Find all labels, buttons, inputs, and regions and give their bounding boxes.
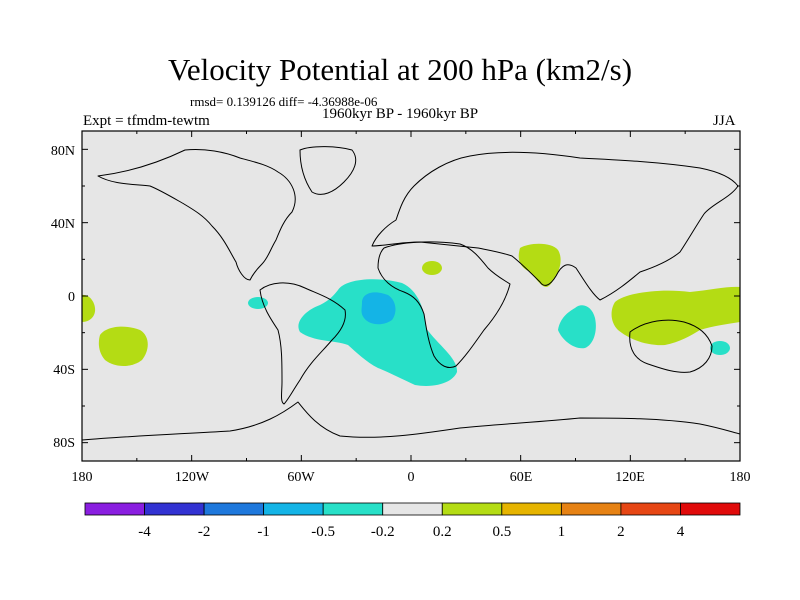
colorbar-swatch xyxy=(560,502,622,516)
anomaly-west-africa xyxy=(422,261,442,275)
anomaly-southwest-pacific xyxy=(710,341,730,355)
coastline-australia xyxy=(629,319,713,373)
colorbar-swatch xyxy=(382,502,443,516)
colorbar-label: -0.5 xyxy=(311,524,335,540)
lon-label-60w: 60W xyxy=(287,470,315,485)
anomaly-arabia-india xyxy=(518,243,561,287)
lat-label-40n: 40N xyxy=(51,217,75,232)
lon-label-120w: 120W xyxy=(175,470,210,485)
anomaly-fields xyxy=(82,243,740,386)
experiment-label: Expt = tfmdm-tewtm xyxy=(83,113,210,129)
colorbar-label: 0.5 xyxy=(492,524,511,540)
lat-label-80n: 80N xyxy=(51,144,75,159)
anomaly-east-pacific xyxy=(248,297,268,309)
anomaly-central-south-pacific xyxy=(98,326,148,366)
colorbar-swatch xyxy=(501,502,562,516)
anomaly-south-atlantic-core xyxy=(361,292,396,325)
anomaly-dateline-pacific xyxy=(82,294,96,322)
lat-label-40s: 40S xyxy=(53,363,75,378)
colorbar-label: -4 xyxy=(138,524,151,540)
lon-label-120e: 120E xyxy=(615,470,645,485)
colorbar-label: 4 xyxy=(677,524,685,540)
page-title: Velocity Potential at 200 hPa (km2/s) xyxy=(167,52,633,87)
colorbar-label: -0.2 xyxy=(371,524,395,540)
coastline-north-america xyxy=(97,149,296,281)
coastline-europe-asia xyxy=(371,151,739,301)
axis-ticks xyxy=(81,131,741,461)
anomaly-south-atlantic xyxy=(298,279,458,386)
lon-label-0: 0 xyxy=(408,470,415,485)
colorbar-label: 0.2 xyxy=(433,524,452,540)
lon-label-60e: 60E xyxy=(510,470,533,485)
colorbar-swatch xyxy=(144,502,205,516)
coastline-antarctica xyxy=(82,401,740,441)
coastline-south-america xyxy=(259,282,346,405)
colorbar-swatch xyxy=(84,502,145,516)
lon-label-180w: 180 xyxy=(72,470,93,485)
colorbar-swatch xyxy=(203,502,265,516)
colorbar-label: -1 xyxy=(257,524,270,540)
coastline-greenland xyxy=(299,146,357,195)
stats-subtitle: rmsd= 0.139126 diff= -4.36988e-06 xyxy=(190,94,378,109)
colorbar-swatch xyxy=(263,502,324,516)
colorbar-swatch xyxy=(620,502,681,516)
colorbar-label: 1 xyxy=(558,524,566,540)
colorbar-label: -2 xyxy=(198,524,211,540)
colorbar-swatch xyxy=(680,502,741,516)
season-label: JJA xyxy=(713,113,736,129)
colorbar-swatch xyxy=(441,502,503,516)
anomaly-maritime-continent xyxy=(611,286,740,346)
anomaly-south-indian xyxy=(558,305,596,349)
coastline-africa xyxy=(377,241,511,369)
colorbar: -4 -2 -1 -0.5 -0.2 0.2 0.5 1 2 4 xyxy=(84,502,741,540)
colorbar-swatch xyxy=(322,502,384,516)
colorbar-label: 2 xyxy=(617,524,625,540)
coastlines xyxy=(82,146,740,441)
lat-label-80s: 80S xyxy=(53,436,75,451)
period-subtitle: 1960kyr BP - 1960kyr BP xyxy=(322,106,479,122)
lat-label-0: 0 xyxy=(68,290,75,305)
lon-label-180e: 180 xyxy=(730,470,751,485)
